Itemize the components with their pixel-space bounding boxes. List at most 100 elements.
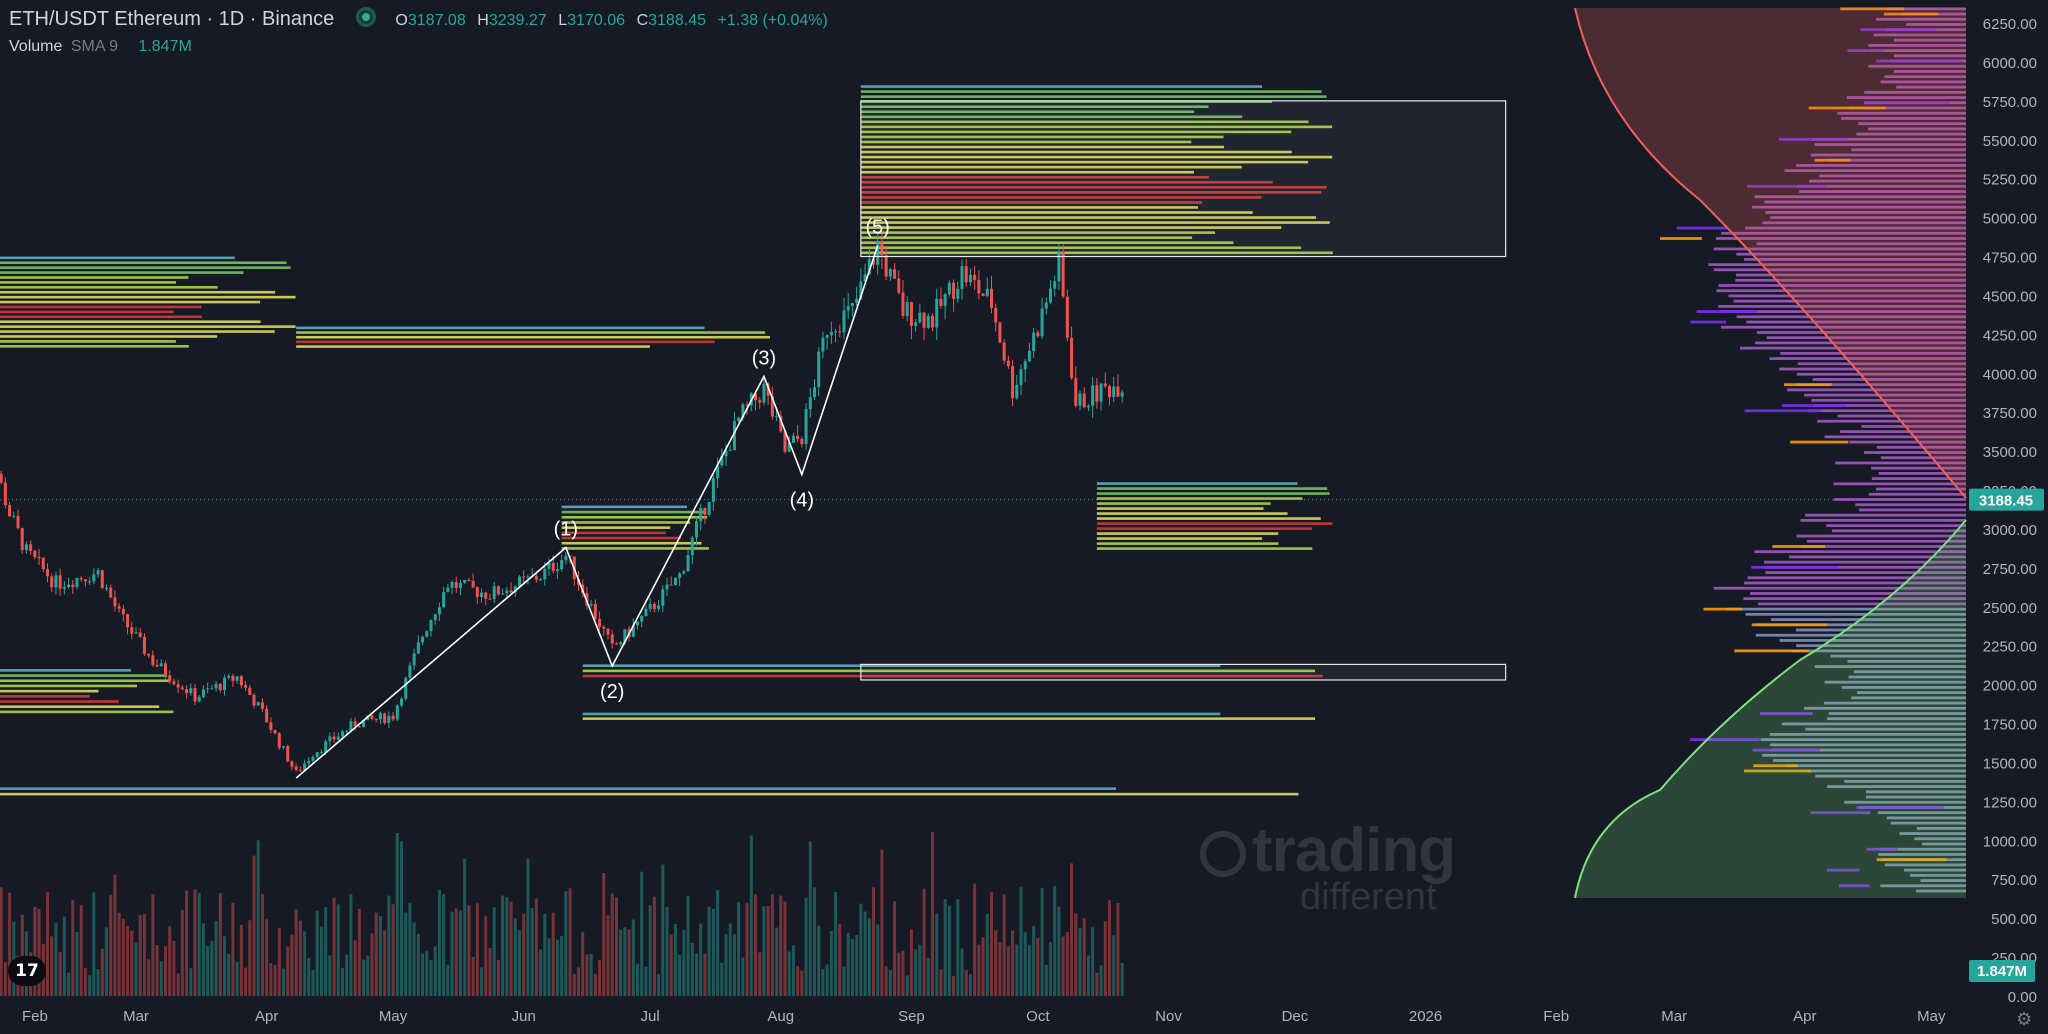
volume-bar	[227, 954, 231, 996]
volume-bar	[770, 894, 774, 996]
vp-row	[1750, 592, 1966, 595]
volume-legend[interactable]: Volume SMA 9 1.847M	[9, 38, 192, 56]
vp-row	[1766, 336, 1966, 340]
volume-bar	[724, 934, 728, 996]
volume-bar	[796, 966, 800, 996]
candle-body	[644, 608, 648, 616]
candle-body	[1019, 369, 1023, 385]
volume-bar	[1078, 928, 1082, 996]
vp-row	[1718, 284, 1966, 287]
vp-row	[1721, 231, 1966, 235]
time-tick-label: Mar	[123, 1008, 149, 1025]
vp-lower-curve	[1574, 519, 1967, 899]
volume-bar	[248, 920, 252, 996]
liquidity-band-row	[0, 320, 261, 324]
candle-body	[606, 628, 610, 635]
vp-row	[1904, 868, 1966, 872]
candle-body	[328, 736, 332, 742]
candle-body	[159, 663, 163, 667]
volume-bar	[981, 937, 985, 996]
symbol-title[interactable]: ETH/USDT Ethereum · 1D · Binance	[9, 8, 335, 30]
volume-bar	[657, 974, 661, 996]
candle-body	[1027, 350, 1031, 362]
vp-row	[1804, 706, 1966, 710]
volume-bar	[391, 904, 395, 996]
candle-body	[770, 395, 774, 417]
vp-row	[1764, 200, 1966, 204]
gear-icon[interactable]: ⚙	[2016, 1009, 2033, 1029]
vp-row	[1754, 550, 1966, 554]
volume-bar	[534, 898, 538, 996]
volume-bar	[164, 946, 167, 996]
price-tick-label: 500.00	[1991, 911, 2037, 928]
vp-row	[1844, 779, 1966, 783]
vp-row	[1830, 654, 1966, 658]
candle-body	[269, 722, 273, 730]
liquidity-band-row	[1096, 547, 1313, 550]
candle-body	[716, 465, 720, 479]
volume-bar	[619, 929, 623, 996]
candle-body	[779, 416, 783, 432]
candle-body	[442, 591, 446, 608]
liquidity-band-row	[1096, 487, 1328, 490]
volume-bar	[1019, 887, 1023, 996]
volume-bar	[834, 892, 838, 996]
candle-body	[513, 586, 517, 593]
candle-body	[657, 605, 661, 610]
vp-row	[1827, 158, 1966, 162]
volume-bar	[374, 912, 378, 996]
open-label: O	[395, 12, 408, 29]
candle-body	[130, 627, 134, 634]
symbol-legend[interactable]: ETH/USDT Ethereum · 1D · Binance O3187.0…	[9, 7, 834, 31]
time-tick-label: Mar	[1661, 1008, 1687, 1025]
price-tick-label: 1500.00	[1983, 755, 2037, 772]
candle-body	[353, 721, 357, 727]
liquidity-band-row	[0, 295, 296, 299]
liquidity-band-row	[0, 345, 189, 348]
volume-bar	[598, 960, 602, 996]
candle-body	[176, 684, 180, 688]
volume-bar	[589, 953, 593, 996]
candle-body	[147, 653, 151, 656]
volume-bar	[745, 903, 749, 996]
vp-row	[1866, 790, 1966, 794]
liquidity-band-row	[561, 536, 681, 540]
liquidity-band-row	[860, 206, 1198, 209]
vp-row-accent	[1734, 649, 1809, 653]
price-badge: 3188.45	[1969, 488, 2044, 511]
liquidity-band-row	[0, 325, 296, 328]
candle-body	[100, 570, 104, 588]
liquidity-band-row	[860, 145, 1225, 149]
trading-different-watermark: trading different	[1200, 815, 1456, 919]
candle-body	[496, 586, 500, 595]
volume-bar	[20, 914, 24, 996]
vp-row	[1844, 800, 1966, 804]
volume-bar	[1023, 931, 1027, 996]
volume-bar	[758, 952, 762, 996]
volume-bar	[1082, 917, 1086, 996]
volume-bar	[1120, 962, 1124, 996]
time-tick-label: Jul	[641, 1008, 660, 1025]
volume-bar	[492, 907, 496, 996]
vp-row	[1916, 889, 1966, 893]
liquidity-band-row	[860, 201, 1203, 204]
volume-bar	[3, 962, 7, 996]
price-tick-label: 1250.00	[1983, 794, 2037, 811]
volume-bar	[290, 934, 294, 996]
tradingview-logo-icon[interactable]: 17	[8, 956, 46, 986]
candle-body	[378, 713, 382, 720]
liquidity-band-row	[561, 547, 709, 550]
volume-bar	[939, 969, 943, 996]
volume-bar	[846, 932, 850, 996]
vp-row	[1856, 132, 1966, 136]
candle-body	[105, 587, 108, 589]
vp-row	[1841, 686, 1966, 689]
candle-body	[791, 435, 795, 443]
candle-body	[787, 442, 791, 452]
liquidity-band-row	[0, 674, 168, 677]
volume-bar	[931, 831, 934, 996]
liquidity-band-row	[296, 340, 715, 344]
zone-box	[860, 100, 1507, 258]
wave-label: (3)	[752, 347, 776, 369]
